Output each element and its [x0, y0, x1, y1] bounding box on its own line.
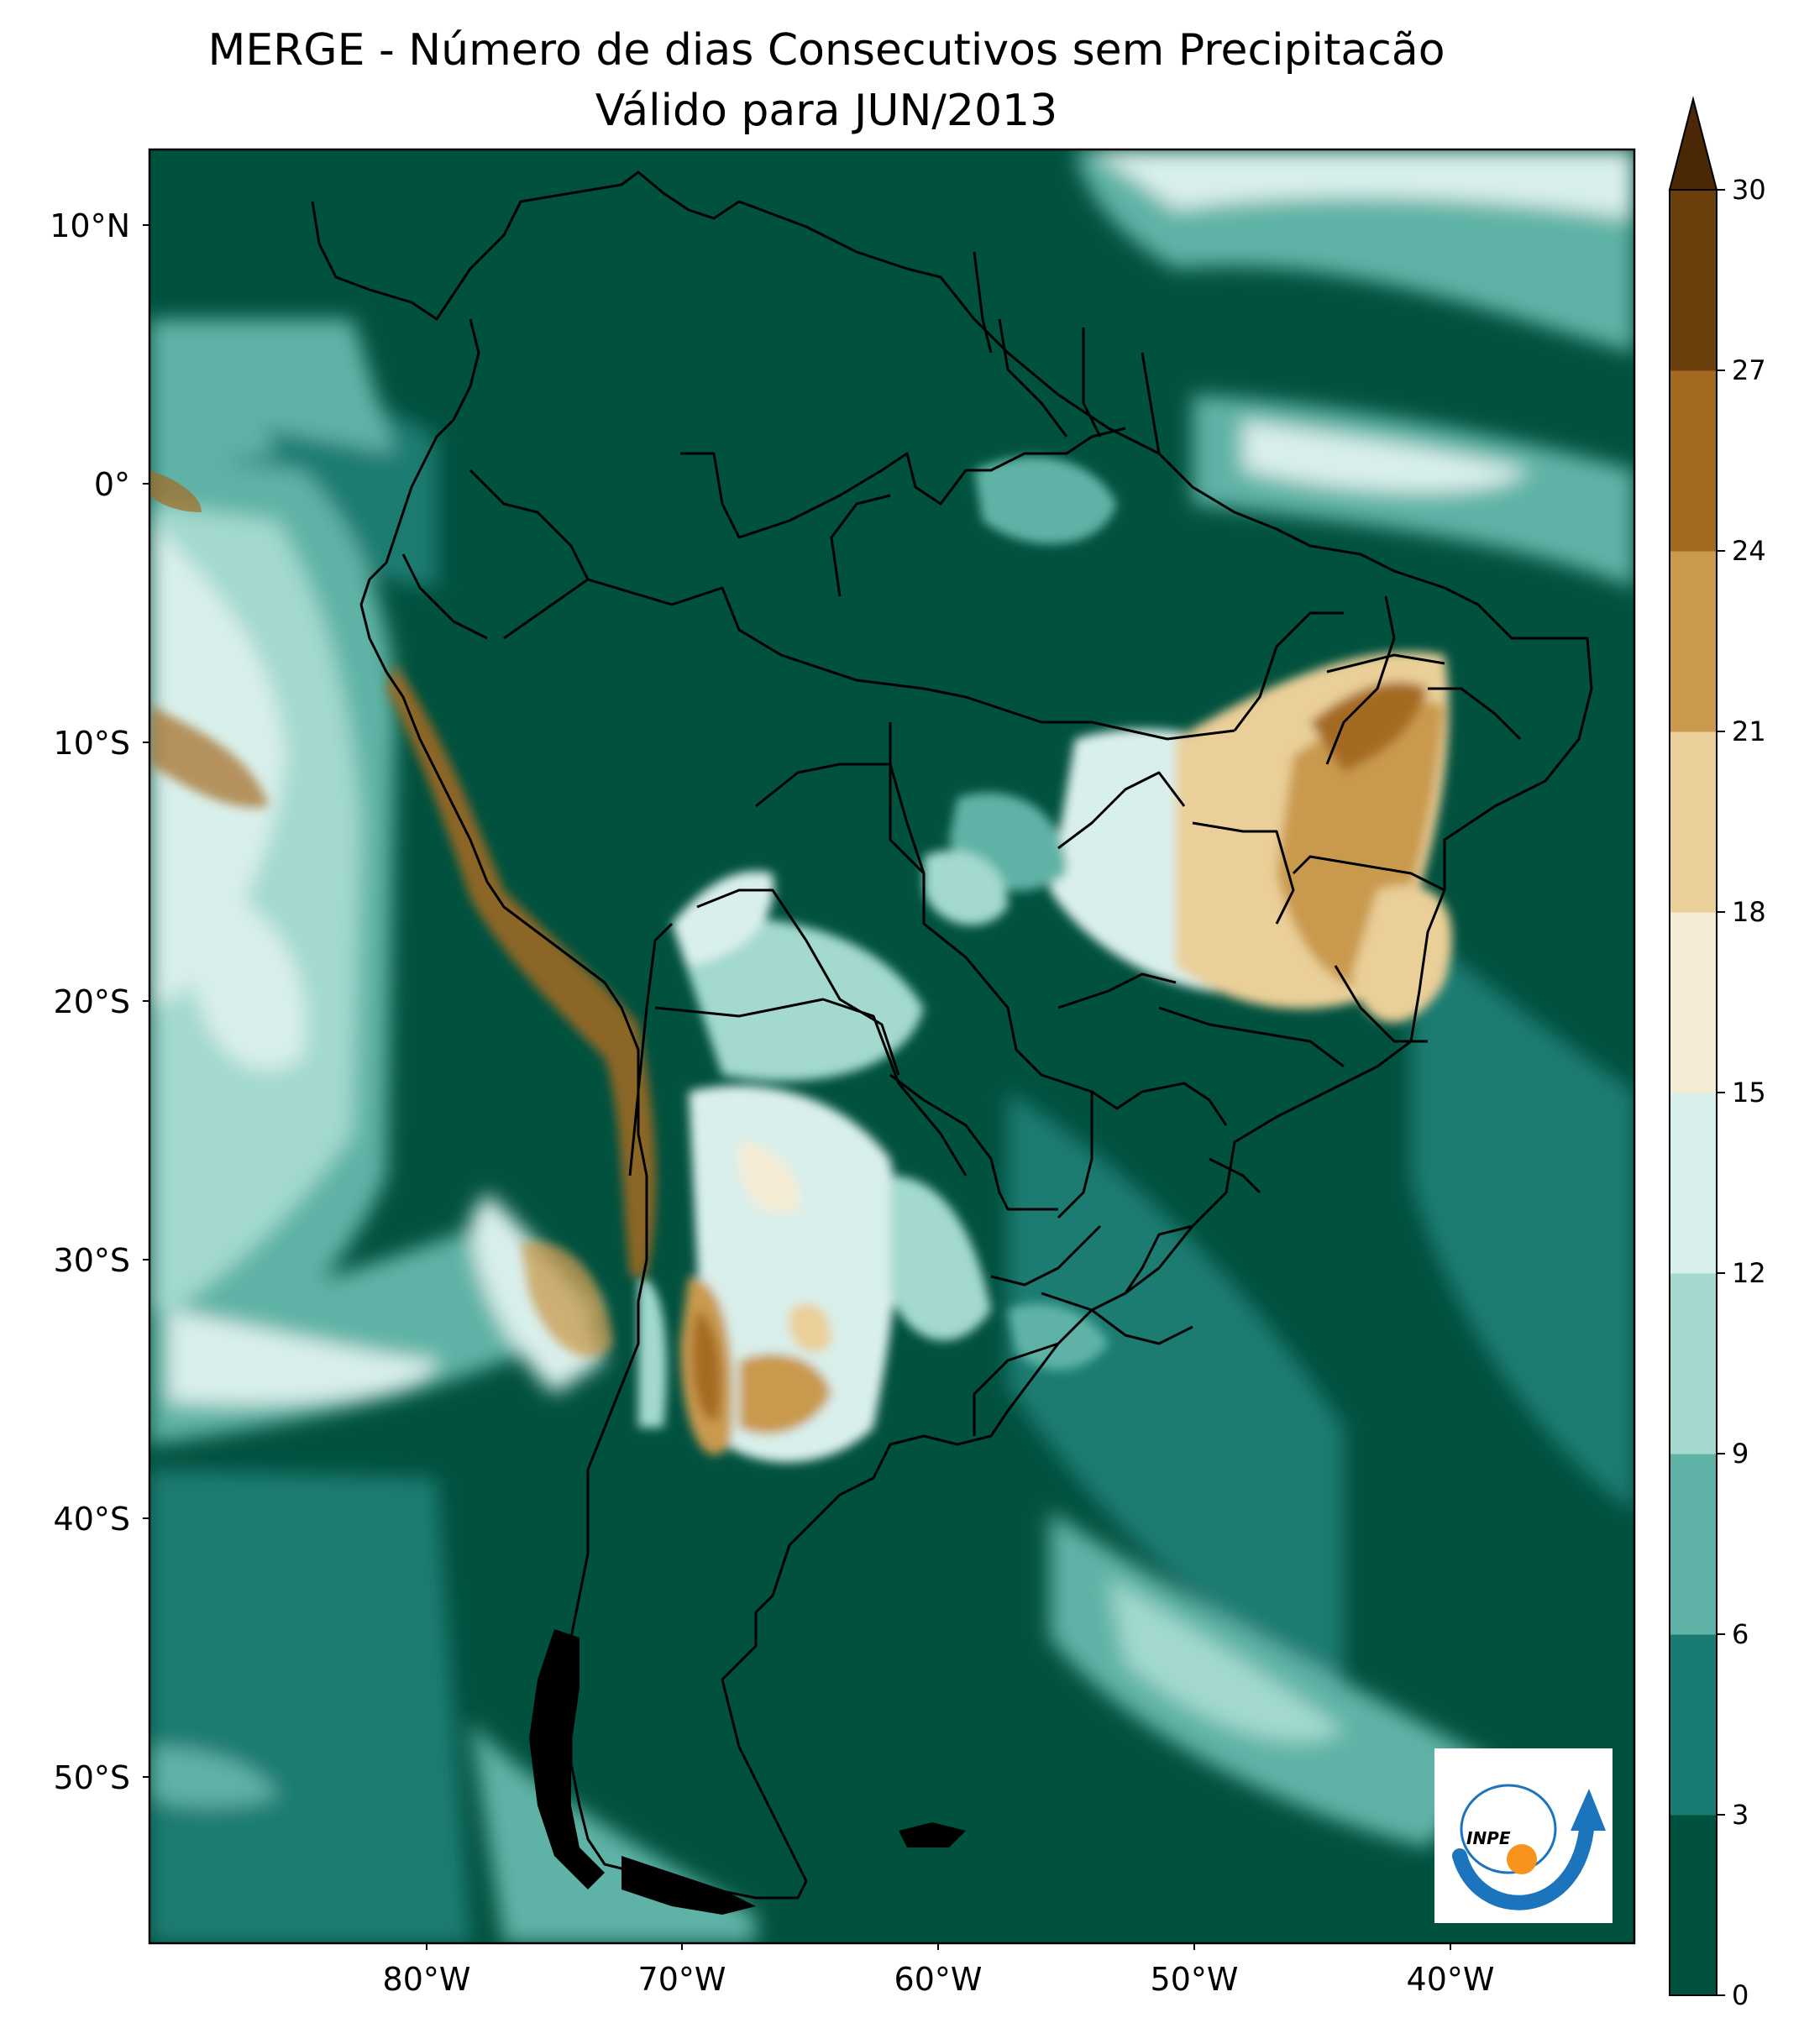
- lon-label-40w: 40°W: [1407, 1961, 1495, 1998]
- colorbar-tick-label: 12: [1732, 1257, 1766, 1289]
- colorbar-segment: [1670, 1815, 1717, 1996]
- lon-label-70w: 70°W: [638, 1961, 726, 1998]
- colorbar-tick-label: 15: [1732, 1077, 1766, 1108]
- latitude-axis: 10°N 0° 10°S 20°S 30°S 40°S 50°S: [50, 207, 149, 1796]
- lat-label-0: 0°: [94, 466, 130, 503]
- colorbar-tick-label: 30: [1732, 174, 1766, 206]
- sun-icon: [1507, 1844, 1537, 1874]
- lat-label-10s: 10°S: [54, 725, 130, 762]
- arrow-icon: [1571, 1789, 1606, 1831]
- swoosh-icon: [1452, 1815, 1595, 1910]
- colorbar-extend-arrow: [1668, 96, 1718, 191]
- colorbar-tick-label: 27: [1732, 354, 1766, 386]
- colorbar-tick-label: 0: [1732, 1979, 1749, 2011]
- colorbar-segment: [1670, 370, 1717, 552]
- precipitation-map: [149, 149, 1634, 1943]
- colorbar-tick-label: 24: [1732, 535, 1766, 567]
- colorbar-segment: [1670, 1093, 1717, 1274]
- colorbar-segment: [1670, 190, 1717, 371]
- lat-label-10n: 10°N: [50, 207, 130, 244]
- map-frame: [148, 148, 1636, 1945]
- colorbar-tick-label: 21: [1732, 715, 1766, 747]
- inpe-logo-text: INPE: [1466, 1828, 1511, 1848]
- colorbar-segment: [1670, 1634, 1717, 1816]
- colorbar: 0 3 6 9 12 15 18 21 24 27 30: [1668, 96, 1766, 2011]
- lon-label-80w: 80°W: [383, 1961, 471, 1998]
- inpe-logo: INPE: [1434, 1748, 1613, 1923]
- colorbar-segment: [1670, 731, 1717, 913]
- lat-label-30s: 30°S: [54, 1242, 130, 1279]
- colorbar-tick-label: 3: [1732, 1799, 1749, 1831]
- lat-label-20s: 20°S: [54, 983, 130, 1020]
- colorbar-segment: [1670, 912, 1717, 1093]
- lon-label-60w: 60°W: [894, 1961, 983, 1998]
- colorbar-tick-label: 9: [1732, 1438, 1749, 1470]
- longitude-axis: 80°W 70°W 60°W 50°W 40°W: [383, 1943, 1495, 1998]
- map-title-line-1: MERGE - Número de dias Consecutivos sem …: [207, 25, 1445, 76]
- map-title-line-2: Válido para JUN/2013: [595, 86, 1058, 136]
- lat-label-40s: 40°S: [54, 1501, 130, 1538]
- colorbar-segment: [1670, 1273, 1717, 1454]
- colorbar-segment: [1670, 1454, 1717, 1635]
- orbit-icon: [1460, 1784, 1557, 1874]
- colorbar-segment: [1670, 551, 1717, 732]
- lat-label-50s: 50°S: [54, 1759, 130, 1796]
- lon-label-50w: 50°W: [1151, 1961, 1239, 1998]
- colorbar-tick-label: 18: [1732, 896, 1766, 928]
- colorbar-tick-label: 6: [1732, 1618, 1749, 1650]
